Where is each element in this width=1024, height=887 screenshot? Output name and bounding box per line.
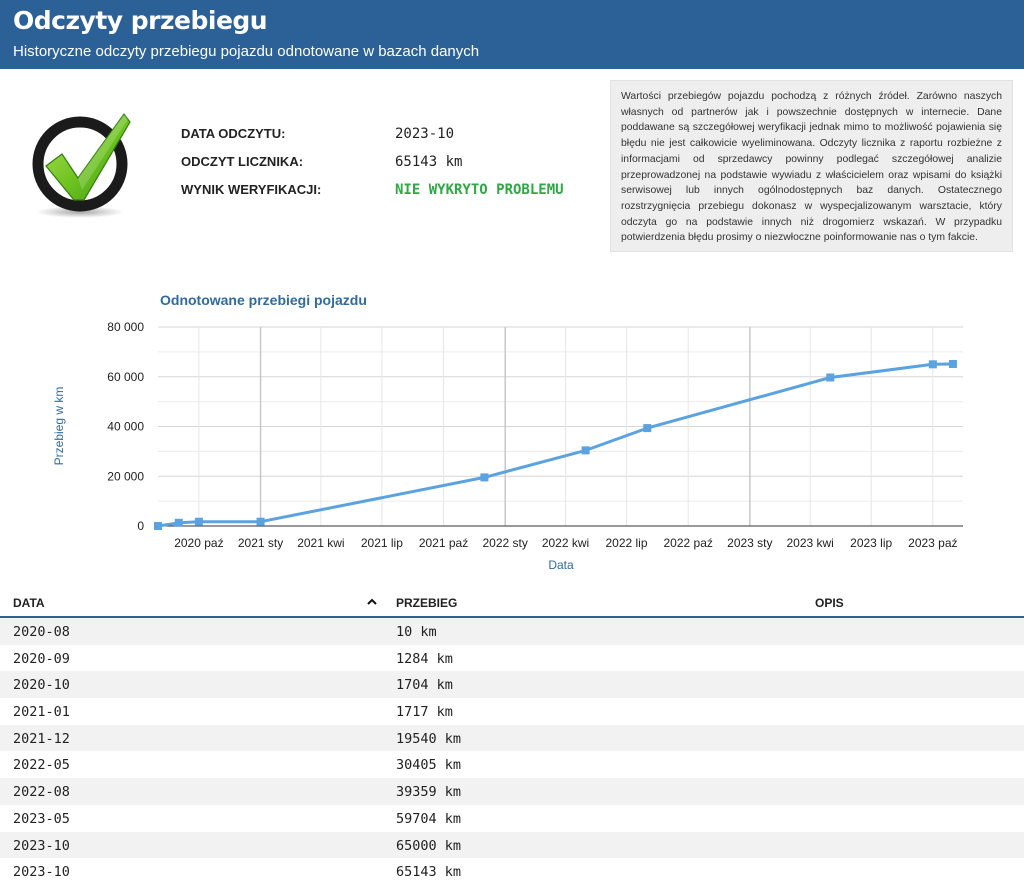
table-row: 2023-10 65143 km bbox=[0, 858, 1024, 885]
column-header-description[interactable]: OPIS bbox=[815, 596, 844, 610]
chevron-up-icon[interactable] bbox=[366, 596, 378, 608]
row-date: 2021-12 bbox=[13, 730, 70, 747]
data-point[interactable] bbox=[174, 518, 183, 527]
y-tick-label: 40 000 bbox=[107, 420, 144, 434]
x-tick-label: 2021 lip bbox=[361, 536, 403, 550]
x-axis-title: Data bbox=[548, 558, 574, 572]
x-tick-label: 2020 paź bbox=[174, 536, 223, 550]
mileage-chart-svg: Odnotowane przebiegi pojazdu 0 20 000 40 0… bbox=[52, 292, 963, 572]
row-date: 2021-01 bbox=[13, 704, 70, 721]
column-header-mileage[interactable]: PRZEBIEG bbox=[396, 596, 458, 610]
y-tick-label: 80 000 bbox=[107, 320, 144, 334]
y-tick-label: 60 000 bbox=[107, 370, 144, 384]
data-point[interactable] bbox=[948, 359, 957, 368]
data-point[interactable] bbox=[194, 517, 203, 526]
row-mileage: 1704 km bbox=[396, 677, 453, 694]
x-tick-label: 2023 kwi bbox=[786, 536, 833, 550]
row-date: 2020-09 bbox=[13, 650, 70, 667]
date-row: DATA ODCZYTU: 2023-10 bbox=[181, 126, 581, 146]
x-tick-label: 2021 sty bbox=[238, 536, 283, 550]
table-row: 2023-10 65000 km bbox=[0, 831, 1024, 859]
row-date: 2022-05 bbox=[13, 757, 70, 774]
row-date: 2023-05 bbox=[13, 810, 70, 827]
table-row: 2020-08 10 km bbox=[0, 618, 1024, 645]
row-mileage: 59704 km bbox=[396, 810, 462, 827]
row-date: 2023-10 bbox=[13, 864, 70, 881]
page-subtitle: Historyczne odczyty przebiegu pojazdu od… bbox=[13, 43, 480, 60]
row-mileage: 30405 km bbox=[396, 757, 462, 774]
check-circle-icon bbox=[32, 112, 131, 218]
verification-status: NIE WYKRYTO PROBLEMU bbox=[395, 182, 564, 198]
odometer-row: ODCZYT LICZNIKA: 65143 km bbox=[181, 154, 581, 174]
mileage-series-line bbox=[157, 362, 953, 528]
row-date: 2020-08 bbox=[13, 624, 70, 640]
y-tick-label: 0 bbox=[137, 519, 144, 533]
row-date: 2023-10 bbox=[13, 837, 70, 854]
row-mileage: 65143 km bbox=[396, 864, 462, 881]
chart-title: Odnotowane przebiegi pojazdu bbox=[160, 292, 367, 308]
date-value: 2023-10 bbox=[395, 126, 455, 142]
date-label: DATA ODCZYTU: bbox=[181, 126, 286, 141]
table-body: 2020-08 10 km 2020-09 1284 km 2020-10 1704 km… bbox=[0, 618, 1024, 885]
row-date: 2020-10 bbox=[13, 677, 70, 694]
data-point[interactable] bbox=[581, 446, 590, 455]
row-mileage: 19540 km bbox=[396, 730, 462, 747]
column-header-date[interactable]: DATA bbox=[13, 596, 45, 610]
table-row: 2022-05 30405 km bbox=[0, 751, 1024, 778]
y-axis-title: Przebieg w km bbox=[52, 387, 66, 466]
x-tick-label: 2022 paź bbox=[663, 536, 712, 550]
data-point[interactable] bbox=[826, 373, 835, 382]
data-point[interactable] bbox=[154, 521, 162, 530]
verification-row: WYNIK WERYFIKACJI: NIE WYKRYTO PROBLEMU bbox=[181, 182, 581, 202]
data-point[interactable] bbox=[480, 473, 489, 482]
x-tick-label: 2023 paź bbox=[908, 536, 957, 550]
row-date: 2022-08 bbox=[13, 784, 70, 801]
mileage-table: DATA PRZEBIEG OPIS 2020-08 10 km 2020-09 12… bbox=[0, 590, 1024, 885]
x-tick-label: 2023 sty bbox=[727, 536, 772, 550]
row-mileage: 39359 km bbox=[396, 784, 462, 801]
page-title: Odczyty przebiegu bbox=[13, 6, 268, 35]
page-header: Odczyty przebiegu Historyczne odczyty pr… bbox=[0, 0, 1024, 69]
x-tick-label: 2022 kwi bbox=[542, 536, 589, 550]
table-row: 2023-05 59704 km bbox=[0, 805, 1024, 832]
x-tick-label: 2022 lip bbox=[605, 536, 647, 550]
odometer-value: 65143 km bbox=[395, 154, 463, 170]
y-tick-label: 20 000 bbox=[107, 469, 144, 483]
mileage-chart: Odnotowane przebiegi pojazdu 0 20 000 40 0… bbox=[0, 286, 1024, 576]
row-mileage: 1717 km bbox=[396, 704, 453, 721]
table-header: DATA PRZEBIEG OPIS bbox=[0, 590, 1024, 618]
table-row: 2022-08 39359 km bbox=[0, 778, 1024, 805]
row-mileage: 1284 km bbox=[396, 650, 453, 667]
x-tick-label: 2022 sty bbox=[483, 536, 528, 550]
odometer-label: ODCZYT LICZNIKA: bbox=[181, 154, 304, 169]
verification-label: WYNIK WERYFIKACJI: bbox=[181, 182, 322, 197]
table-row: 2020-10 1704 km bbox=[0, 671, 1024, 699]
row-mileage: 10 km bbox=[396, 624, 437, 640]
x-tick-label: 2021 kwi bbox=[297, 536, 344, 550]
table-row: 2021-01 1717 km bbox=[0, 698, 1024, 725]
data-point[interactable] bbox=[256, 517, 265, 526]
x-tick-label: 2021 paź bbox=[419, 536, 468, 550]
x-tick-label: 2023 lip bbox=[850, 536, 892, 550]
table-row: 2021-12 19540 km bbox=[0, 724, 1024, 752]
row-mileage: 65000 km bbox=[396, 837, 462, 854]
data-point[interactable] bbox=[643, 424, 652, 433]
disclaimer-box: Wartości przebiegów pojazdu pochodzą z r… bbox=[610, 80, 1013, 252]
table-row: 2020-09 1284 km bbox=[0, 645, 1024, 672]
data-point[interactable] bbox=[928, 360, 937, 369]
